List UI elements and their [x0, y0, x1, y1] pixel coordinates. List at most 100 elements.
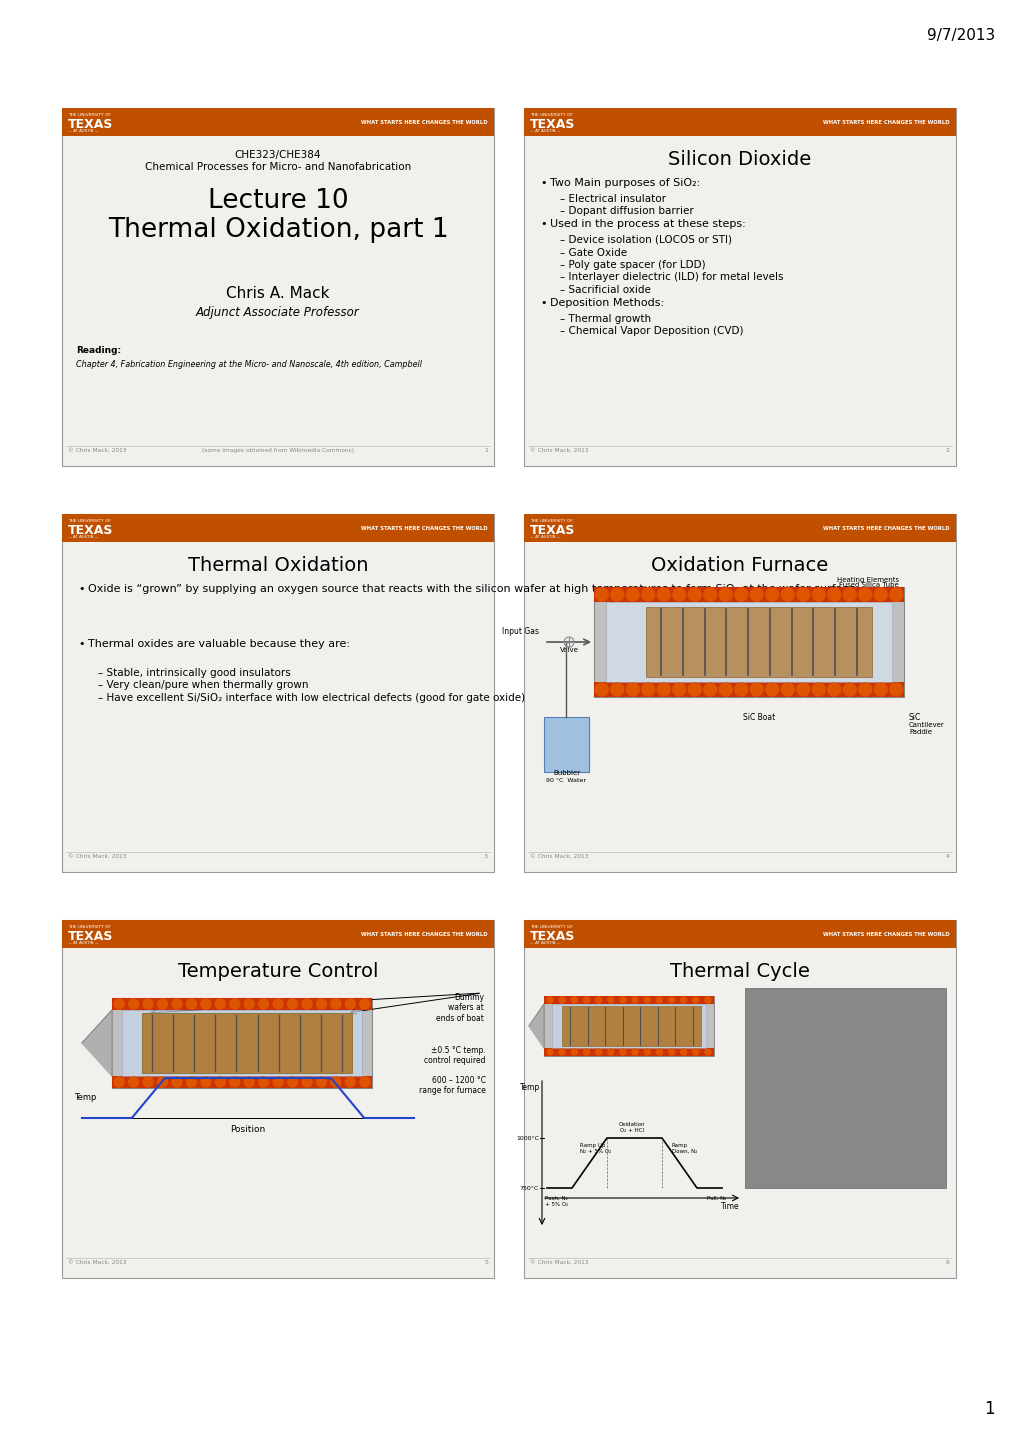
Text: © Chris Mack, 2013: © Chris Mack, 2013 [530, 447, 588, 453]
Circle shape [620, 1049, 626, 1055]
Text: WHAT STARTS HERE CHANGES THE WORLD: WHAT STARTS HERE CHANGES THE WORLD [361, 525, 487, 531]
Text: THE UNIVERSITY OF: THE UNIVERSITY OF [530, 925, 573, 929]
Text: Used in the process at these steps:: Used in the process at these steps: [549, 219, 745, 229]
Bar [543, 996, 713, 1056]
Circle shape [827, 587, 840, 600]
Circle shape [316, 1076, 326, 1087]
Circle shape [215, 999, 225, 1009]
Circle shape [157, 1076, 167, 1087]
Text: Lecture 10
Thermal Oxidation, part 1: Lecture 10 Thermal Oxidation, part 1 [108, 188, 448, 242]
Text: – Interlayer dielectric (ILD) for metal levels: – Interlayer dielectric (ILD) for metal … [559, 273, 783, 283]
Text: •: • [77, 584, 85, 595]
Circle shape [843, 587, 855, 600]
Bar [62, 108, 493, 136]
Bar [524, 108, 955, 136]
Bar [543, 717, 588, 772]
Circle shape [172, 999, 181, 1009]
Bar [524, 514, 955, 543]
Text: – Poly gate spacer (for LDD): – Poly gate spacer (for LDD) [559, 260, 705, 270]
Circle shape [571, 997, 577, 1003]
Circle shape [157, 999, 167, 1009]
Circle shape [692, 1049, 698, 1055]
Text: Chapter 4, Fabrication Engineering at the Micro- and Nanoscale, 4th edition, Cam: Chapter 4, Fabrication Engineering at th… [76, 359, 422, 369]
Circle shape [114, 1076, 124, 1087]
Text: Time: Time [720, 1202, 739, 1211]
Circle shape [734, 683, 747, 696]
Text: Reading:: Reading: [76, 346, 121, 355]
Circle shape [259, 1076, 268, 1087]
Bar [561, 1006, 700, 1046]
Circle shape [750, 587, 762, 600]
Bar [605, 602, 892, 683]
Text: — AT AUSTIN —: — AT AUSTIN — [530, 535, 560, 540]
Text: Bubbler: Bubbler [552, 771, 580, 776]
Text: — AT AUSTIN —: — AT AUSTIN — [68, 535, 99, 540]
Circle shape [655, 997, 661, 1003]
Circle shape [583, 997, 589, 1003]
Text: Oxide is “grown” by supplying an oxygen source that reacts with the silicon wafe: Oxide is “grown” by supplying an oxygen … [88, 584, 855, 595]
Text: TEXAS: TEXAS [530, 118, 575, 131]
Text: 1: 1 [983, 1400, 994, 1418]
Circle shape [673, 683, 685, 696]
Text: © Chris Mack, 2013: © Chris Mack, 2013 [530, 854, 588, 859]
Circle shape [680, 1049, 686, 1055]
Circle shape [558, 997, 565, 1003]
Bar [62, 921, 493, 1278]
Text: – Very clean/pure when thermally grown: – Very clean/pure when thermally grown [98, 681, 308, 691]
Circle shape [765, 683, 777, 696]
Bar [524, 921, 955, 948]
Bar [744, 988, 945, 1188]
Circle shape [546, 997, 552, 1003]
Circle shape [620, 997, 626, 1003]
Text: ±0.5 °C temp.
control required: ±0.5 °C temp. control required [424, 1046, 485, 1065]
Circle shape [143, 1076, 153, 1087]
Text: THE UNIVERSITY OF: THE UNIVERSITY OF [68, 925, 111, 929]
Text: – Electrical insulator: – Electrical insulator [559, 193, 665, 203]
Circle shape [632, 997, 638, 1003]
Circle shape [656, 683, 669, 696]
Circle shape [186, 999, 197, 1009]
Circle shape [201, 1076, 211, 1087]
Bar [62, 921, 493, 948]
Circle shape [607, 1049, 613, 1055]
Text: – Dopant diffusion barrier: – Dopant diffusion barrier [559, 206, 693, 216]
Text: – Chemical Vapor Deposition (CVD): – Chemical Vapor Deposition (CVD) [559, 326, 743, 336]
Text: Position: Position [230, 1126, 265, 1134]
Circle shape [644, 997, 649, 1003]
Text: © Chris Mack, 2013: © Chris Mack, 2013 [68, 1260, 126, 1266]
Text: 2: 2 [945, 447, 949, 453]
Circle shape [360, 1076, 370, 1087]
Circle shape [215, 1076, 225, 1087]
Circle shape [595, 1049, 601, 1055]
Text: — AT AUSTIN —: — AT AUSTIN — [68, 941, 99, 945]
Circle shape [316, 999, 326, 1009]
Circle shape [330, 999, 340, 1009]
Circle shape [858, 683, 871, 696]
Circle shape [765, 587, 777, 600]
Circle shape [345, 999, 355, 1009]
Circle shape [632, 1049, 638, 1055]
Circle shape [858, 587, 871, 600]
Circle shape [595, 587, 607, 600]
Circle shape [692, 997, 698, 1003]
Circle shape [287, 999, 298, 1009]
Text: Valve: Valve [559, 646, 578, 654]
Circle shape [273, 1076, 283, 1087]
Circle shape [201, 999, 211, 1009]
Text: Oxidation
O₂ + HCl: Oxidation O₂ + HCl [619, 1123, 645, 1133]
Text: Push, N₂
+ 5% O₂: Push, N₂ + 5% O₂ [544, 1196, 568, 1206]
Text: – Stable, intrinsically good insulators: – Stable, intrinsically good insulators [98, 668, 290, 678]
Text: Two Main purposes of SiO₂:: Two Main purposes of SiO₂: [549, 177, 700, 188]
Text: CHE323/CHE384
Chemical Processes for Micro- and Nanofabrication: CHE323/CHE384 Chemical Processes for Mic… [145, 150, 411, 172]
Text: THE UNIVERSITY OF: THE UNIVERSITY OF [68, 519, 111, 522]
Text: 1: 1 [484, 447, 487, 453]
Circle shape [656, 587, 669, 600]
Circle shape [889, 683, 902, 696]
Text: •: • [77, 639, 85, 649]
Text: "flat zone": "flat zone" [224, 1063, 272, 1072]
Text: Cantilever: Cantilever [908, 722, 944, 729]
Text: Thermal oxides are valuable because they are:: Thermal oxides are valuable because they… [88, 639, 350, 649]
Text: Thermal Oxidation: Thermal Oxidation [187, 556, 368, 574]
Polygon shape [82, 1010, 112, 1076]
Circle shape [673, 587, 685, 600]
